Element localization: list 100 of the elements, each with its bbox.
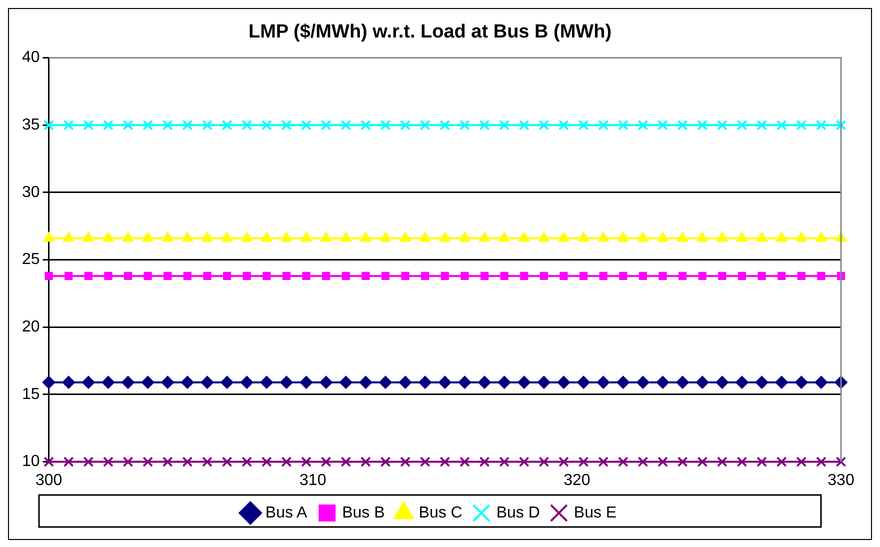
point bbox=[102, 120, 114, 130]
point bbox=[459, 232, 470, 242]
point bbox=[320, 120, 332, 130]
point bbox=[736, 232, 748, 242]
point bbox=[538, 120, 550, 130]
point bbox=[82, 232, 94, 242]
point bbox=[200, 376, 214, 389]
y-tick-label: 20 bbox=[22, 318, 40, 336]
point bbox=[104, 272, 112, 280]
point bbox=[578, 456, 589, 468]
point bbox=[756, 232, 768, 242]
point bbox=[459, 120, 470, 130]
point bbox=[540, 272, 548, 280]
point bbox=[678, 272, 687, 280]
point bbox=[619, 272, 628, 280]
point bbox=[301, 456, 312, 468]
point bbox=[84, 272, 92, 280]
point bbox=[814, 376, 828, 389]
point bbox=[362, 272, 370, 280]
y-tick-label: 30 bbox=[22, 184, 40, 201]
y-tick-label: 15 bbox=[22, 386, 40, 403]
point bbox=[658, 456, 668, 468]
point bbox=[816, 232, 827, 242]
point bbox=[222, 456, 232, 468]
point bbox=[499, 120, 510, 130]
point bbox=[260, 232, 272, 242]
point bbox=[796, 120, 807, 130]
point bbox=[735, 376, 748, 389]
point bbox=[616, 376, 630, 389]
point bbox=[758, 272, 766, 280]
point bbox=[240, 376, 254, 389]
point bbox=[637, 232, 649, 242]
point bbox=[342, 272, 350, 280]
point bbox=[558, 232, 570, 242]
point bbox=[44, 272, 53, 280]
point bbox=[578, 232, 590, 242]
point bbox=[756, 120, 768, 130]
point bbox=[63, 120, 74, 130]
point bbox=[44, 120, 54, 130]
point bbox=[420, 456, 430, 468]
point bbox=[62, 232, 74, 242]
point bbox=[260, 376, 274, 389]
point bbox=[360, 120, 371, 130]
point bbox=[281, 120, 292, 130]
point bbox=[598, 232, 610, 242]
point bbox=[440, 272, 449, 280]
point bbox=[359, 376, 372, 389]
point bbox=[281, 456, 292, 468]
point bbox=[557, 376, 570, 389]
point bbox=[322, 272, 330, 280]
point bbox=[500, 272, 508, 280]
point bbox=[518, 376, 531, 389]
point bbox=[182, 232, 194, 242]
point bbox=[122, 456, 134, 468]
point bbox=[538, 232, 550, 242]
point bbox=[261, 456, 272, 468]
point bbox=[241, 232, 253, 242]
point bbox=[144, 272, 152, 280]
point bbox=[62, 376, 76, 389]
point bbox=[282, 272, 290, 280]
point bbox=[43, 232, 54, 242]
point bbox=[378, 376, 392, 389]
point bbox=[836, 456, 846, 468]
point bbox=[302, 272, 310, 280]
point bbox=[182, 456, 193, 468]
legend-label: Bus C bbox=[418, 504, 462, 522]
legend-label: Bus D bbox=[496, 504, 540, 522]
x-tick-label: 330 bbox=[828, 472, 854, 489]
point bbox=[400, 232, 411, 242]
point bbox=[676, 232, 688, 242]
point bbox=[360, 232, 372, 242]
point bbox=[102, 376, 115, 389]
point bbox=[498, 232, 510, 242]
x-tick-label: 310 bbox=[300, 472, 326, 489]
point bbox=[796, 232, 808, 242]
point bbox=[518, 120, 530, 130]
point bbox=[320, 376, 333, 389]
legend-label: Bus B bbox=[342, 504, 385, 522]
point bbox=[796, 456, 807, 468]
point bbox=[537, 376, 550, 389]
point bbox=[658, 120, 668, 130]
point bbox=[438, 376, 452, 389]
point bbox=[479, 120, 490, 130]
point bbox=[658, 272, 667, 280]
point bbox=[816, 456, 826, 468]
point bbox=[183, 272, 192, 280]
point bbox=[718, 272, 726, 280]
point bbox=[320, 456, 332, 468]
point bbox=[380, 456, 391, 468]
point bbox=[599, 272, 608, 280]
point bbox=[697, 456, 708, 468]
point bbox=[419, 232, 431, 242]
point bbox=[380, 232, 392, 242]
point bbox=[122, 120, 134, 130]
point bbox=[440, 456, 450, 468]
point bbox=[598, 456, 609, 468]
x-tick-label: 300 bbox=[35, 472, 62, 489]
point bbox=[142, 120, 154, 130]
point bbox=[122, 376, 135, 389]
legend-label: Bus A bbox=[265, 504, 308, 522]
